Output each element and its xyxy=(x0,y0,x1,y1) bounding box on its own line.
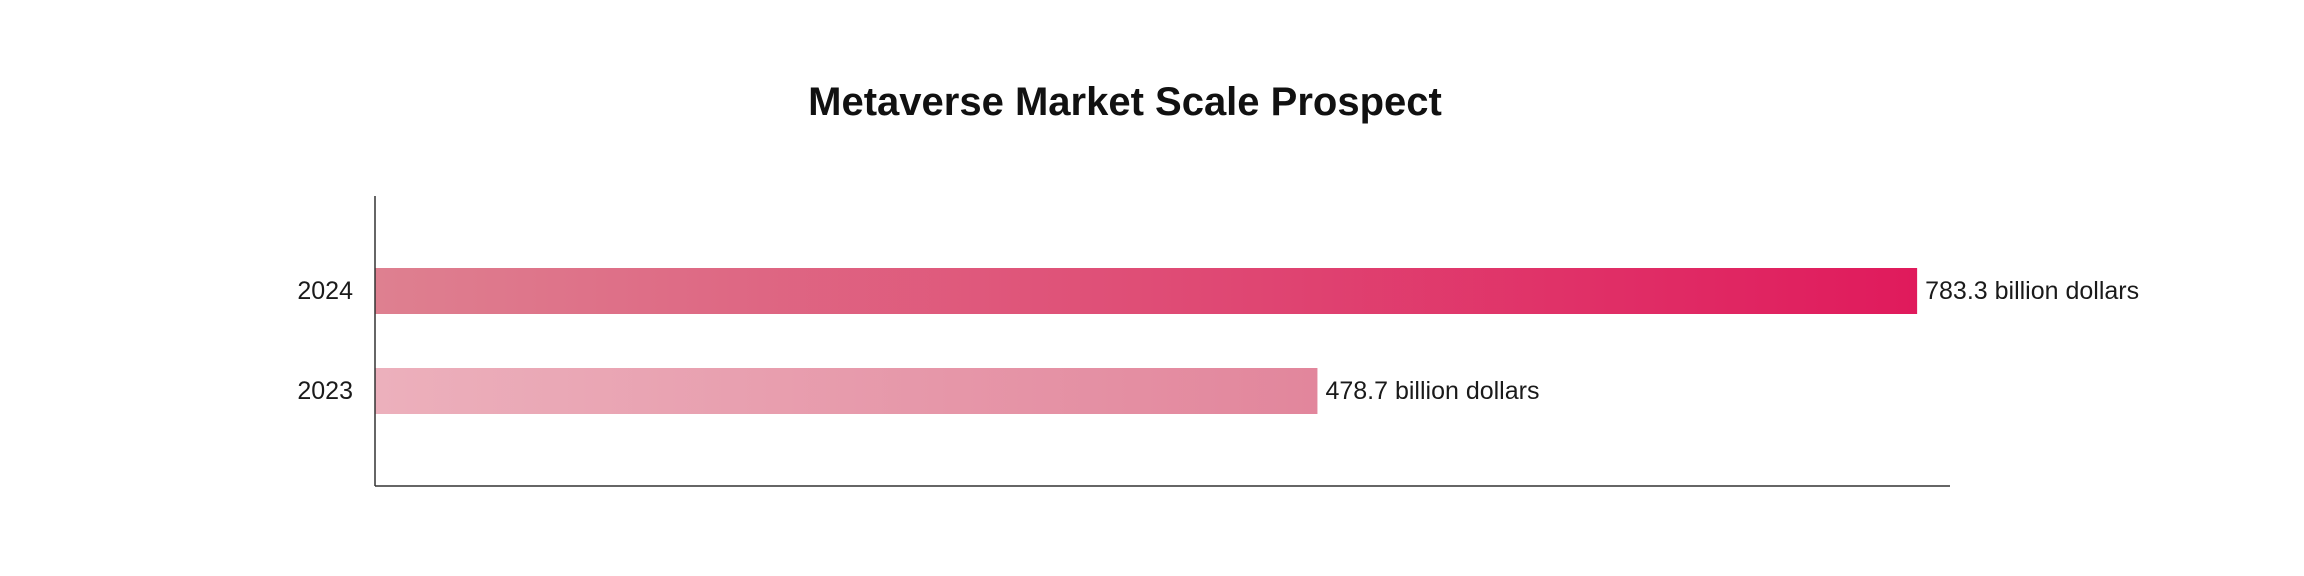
bar-2023 xyxy=(375,368,1318,414)
bar-2024 xyxy=(375,268,1918,314)
chart-title: Metaverse Market Scale Prospect xyxy=(808,80,1442,124)
data-label-2024: 783.3 billion dollars xyxy=(1925,277,2139,305)
y-tick-label-2023: 2023 xyxy=(297,377,353,405)
y-tick-label-2024: 2024 xyxy=(297,277,353,305)
data-label-2023: 478.7 billion dollars xyxy=(1325,377,1539,405)
